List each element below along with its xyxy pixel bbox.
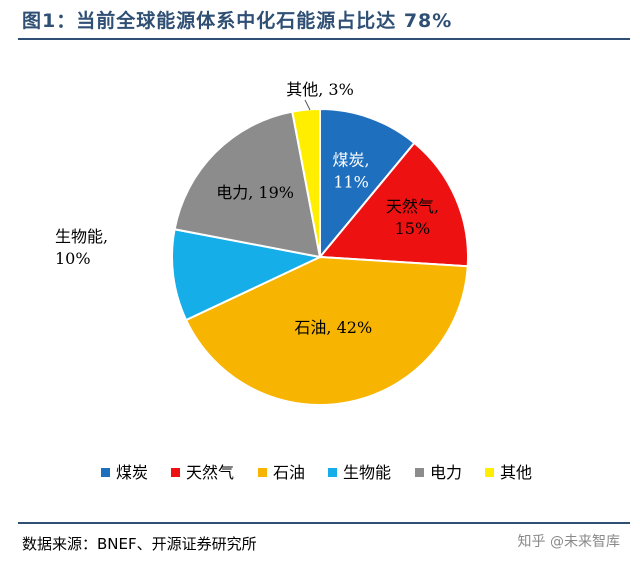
legend-item: 天然气 [171,463,234,482]
legend-label: 其他 [500,463,532,482]
source-note: 数据来源：BNEF、开源证券研究所 [22,535,257,553]
legend-swatch [171,468,180,477]
legend-label: 天然气 [186,463,234,482]
leader-line [304,99,311,111]
data-label: 石油, 42% [294,318,372,337]
legend: 煤炭 天然气 石油 生物能 电力 其他 [101,463,532,482]
legend-label: 生物能 [343,463,391,482]
legend-label: 电力 [430,463,462,482]
legend-swatch [101,468,110,477]
pie-slices [171,107,470,406]
pie-slice [173,110,322,259]
watermark: 知乎 @未来智库 [517,534,620,550]
legend-item: 其他 [485,463,532,482]
data-label: 电力, 19% [216,183,294,202]
legend-item: 石油 [258,463,305,482]
legend-swatch [415,468,424,477]
legend-swatch [485,468,494,477]
data-label: 其他, 3% [286,80,354,99]
data-label: 天然气, 15% [386,197,439,238]
footer-rule [18,522,630,524]
legend-label: 煤炭 [116,463,148,482]
pie-slice [184,255,469,406]
data-labels: 煤炭, 11% 天然气, 15% 石油, 42% 生物能, 10% 电力, 19% 其他, 3% [55,80,439,337]
legend-swatch [328,468,337,477]
data-label: 生物能, 10% [55,227,108,268]
data-label: 煤炭, 11% [333,151,370,192]
legend-label: 石油 [273,463,305,482]
title-rule [18,38,630,40]
chart-title: 图1：当前全球能源体系中化石能源占比达 78% [22,10,453,32]
legend-item: 煤炭 [101,463,148,482]
pie-slice [291,107,321,258]
legend-item: 电力 [415,463,462,482]
legend-item: 生物能 [328,463,391,482]
legend-swatch [258,468,267,477]
pie-slice [317,141,470,268]
pie-slice [319,107,416,260]
pie-slice [171,228,324,322]
